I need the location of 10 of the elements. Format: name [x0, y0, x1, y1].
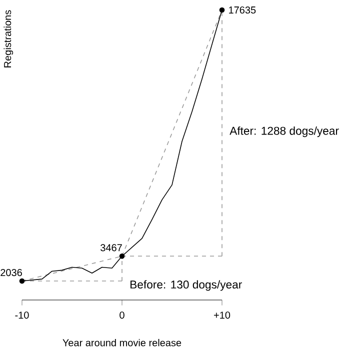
data-label: 17635 [229, 6, 256, 14]
data-label: 3467 [100, 244, 122, 252]
text: After: 1288 dogs/year [230, 126, 339, 138]
data-label: 2036 [0, 269, 22, 276]
x-tick-label: +10 [214, 312, 230, 319]
x-tick-label: 0 [120, 312, 124, 319]
y-axis-title: Registrations [4, 10, 14, 68]
x-axis-title: Year around movie release [62, 338, 182, 346]
x-tick-label: -10 [15, 312, 29, 319]
annotation: Before: 130 dogs/year [130, 280, 242, 291]
